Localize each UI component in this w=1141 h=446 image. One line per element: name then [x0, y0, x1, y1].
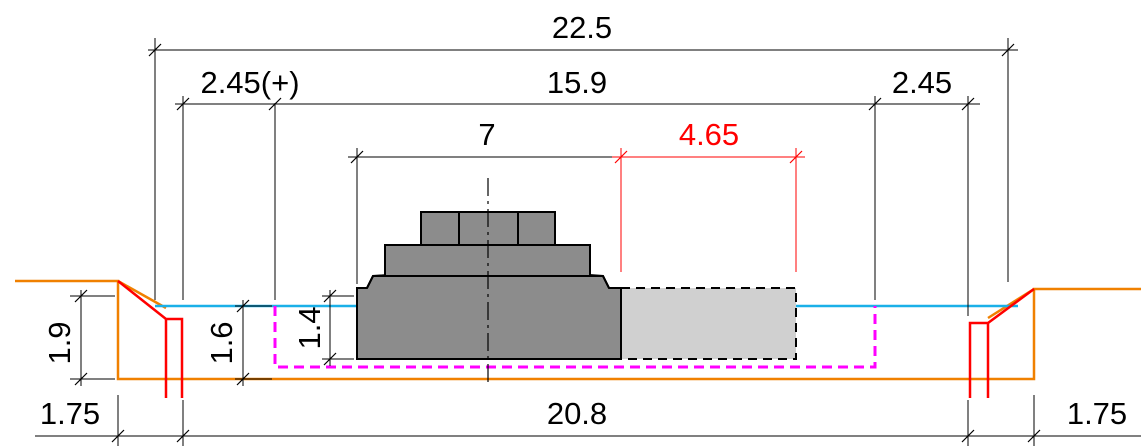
ground-profile [15, 279, 1141, 381]
channel-width-label: 15.9 [547, 65, 607, 100]
dimension-lines [35, 49, 1141, 437]
red-extension-lines [620, 148, 797, 272]
right-berm-label: 1.75 [1067, 396, 1127, 431]
channel-profile [273, 306, 877, 369]
right-sheet-pile [968, 287, 1035, 398]
ship-hull [356, 266, 622, 360]
bottom-width-label: 20.8 [547, 396, 607, 431]
left-berm-label: 1.75 [40, 396, 100, 431]
right-offset-label: 2.45 [892, 65, 952, 100]
design-ship [356, 211, 622, 360]
bank-height-label: 1.9 [42, 321, 77, 364]
left-offset-label: 2.45(+) [200, 65, 299, 100]
draft-label: 1.4 [292, 306, 327, 349]
total-width-label: 22.5 [552, 10, 612, 45]
extension-lines [70, 38, 1035, 446]
red-tick-marks [614, 150, 803, 164]
passing-width-label: 4.65 [679, 117, 739, 152]
left-sheet-pile [117, 280, 184, 398]
passing-ship [620, 287, 797, 360]
left-slope [117, 279, 167, 310]
tick-marks [74, 43, 1041, 443]
channel-depth-label: 1.6 [204, 321, 239, 364]
ship-width-label: 7 [478, 117, 495, 152]
